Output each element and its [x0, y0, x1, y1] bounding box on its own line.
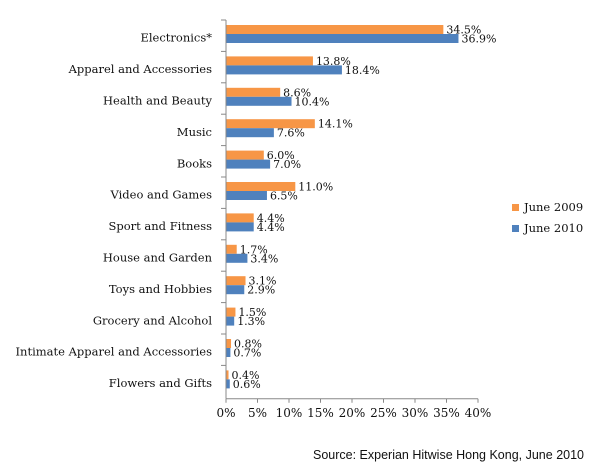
legend-label: June 2009	[523, 200, 583, 214]
data-label: 6.0%	[267, 149, 295, 162]
category-label: Electronics*	[140, 31, 212, 45]
legend-label: June 2010	[523, 221, 583, 235]
data-label: 2.9%	[247, 284, 275, 297]
bar-june-2010	[226, 96, 292, 106]
x-tick-labels: 0% 5% 10% 15% 20% 25% 30% 35% 40%	[216, 406, 491, 420]
data-label: 4.4%	[257, 221, 285, 234]
x-tick-label: 25%	[370, 406, 397, 420]
bar-june-2009	[226, 307, 236, 317]
bar-june-2009	[226, 213, 254, 223]
data-label: 1.3%	[237, 315, 265, 328]
category-label: Flowers and Gifts	[109, 376, 212, 390]
legend-swatch	[512, 225, 519, 232]
bars-layer	[226, 25, 459, 389]
bar-june-2010	[226, 65, 342, 75]
category-label: Apparel and Accessories	[68, 62, 213, 76]
bar-june-2010	[226, 316, 235, 326]
category-label: Video and Games	[110, 188, 213, 202]
x-tick-label: 20%	[339, 406, 366, 420]
category-label: Books	[177, 156, 212, 170]
bar-june-2009	[226, 56, 313, 66]
data-label: 18.4%	[345, 64, 380, 77]
data-label: 6.5%	[270, 190, 298, 203]
bar-june-2009	[226, 150, 264, 160]
x-tick-label: 15%	[307, 406, 334, 420]
data-label: 0.6%	[233, 378, 261, 391]
value-labels: 34.5%36.9% 13.8%18.4% 8.6%10.4% 14.1% 7.6% 6.…	[232, 24, 497, 391]
bar-june-2010	[226, 34, 459, 43]
legend-swatch	[512, 204, 519, 211]
bar-june-2009	[226, 87, 281, 97]
data-label: 7.0%	[273, 158, 301, 171]
data-label: 0.4%	[232, 369, 260, 382]
data-label: 8.6%	[283, 86, 311, 99]
bar-june-2010	[226, 348, 231, 357]
x-tick-label: 35%	[433, 406, 460, 420]
x-tick-label: 40%	[465, 406, 492, 420]
bar-june-2010	[226, 285, 245, 295]
data-label: 4.4%	[257, 212, 285, 225]
data-label: 0.7%	[233, 347, 261, 360]
bar-june-2009	[226, 119, 315, 129]
data-label: 3.4%	[250, 252, 278, 265]
category-label: House and Garden	[103, 251, 213, 265]
legend: June 2009 June 2010	[512, 200, 583, 235]
data-label: 34.5%	[446, 24, 481, 37]
bar-june-2009	[226, 339, 232, 348]
data-label: 7.6%	[277, 127, 305, 140]
category-label: Health and Beauty	[103, 94, 212, 108]
category-label: Toys and Hobbies	[109, 282, 212, 296]
data-label: 36.9%	[461, 33, 496, 46]
category-label: Music	[177, 125, 212, 139]
data-label: 0.8%	[234, 338, 262, 351]
bar-june-2010	[226, 128, 274, 138]
bar-june-2010	[226, 253, 248, 263]
x-tick-label: 0%	[216, 406, 235, 420]
category-label: Intimate Apparel and Accessories	[16, 345, 213, 359]
bar-june-2009	[226, 25, 444, 34]
bar-june-2009	[226, 182, 296, 191]
data-label: 1.7%	[240, 243, 268, 256]
axes	[221, 19, 479, 403]
bar-june-2009	[226, 244, 237, 254]
x-tick-label: 10%	[276, 406, 303, 420]
data-label: 11.0%	[298, 181, 333, 194]
data-label: 3.1%	[249, 275, 277, 288]
category-label: Sport and Fitness	[108, 219, 212, 233]
bar-june-2010	[226, 159, 271, 169]
x-tick-label: 5%	[248, 406, 267, 420]
data-label: 14.1%	[318, 118, 353, 131]
bar-june-2010	[226, 191, 267, 200]
bar-june-2009	[226, 276, 246, 286]
bar-june-2009	[226, 370, 229, 380]
x-tick-label: 30%	[402, 406, 429, 420]
data-label: 1.5%	[238, 306, 266, 319]
category-labels: Electronics* Apparel and Accessories Healt…	[16, 31, 213, 390]
bar-june-2010	[226, 222, 254, 232]
source-note: Source: Experian Hitwise Hong Kong, June…	[313, 448, 584, 462]
bar-june-2010	[226, 379, 230, 389]
data-label: 13.8%	[316, 55, 351, 68]
data-label: 10.4%	[295, 95, 330, 108]
category-label: Grocery and Alcohol	[93, 313, 212, 327]
